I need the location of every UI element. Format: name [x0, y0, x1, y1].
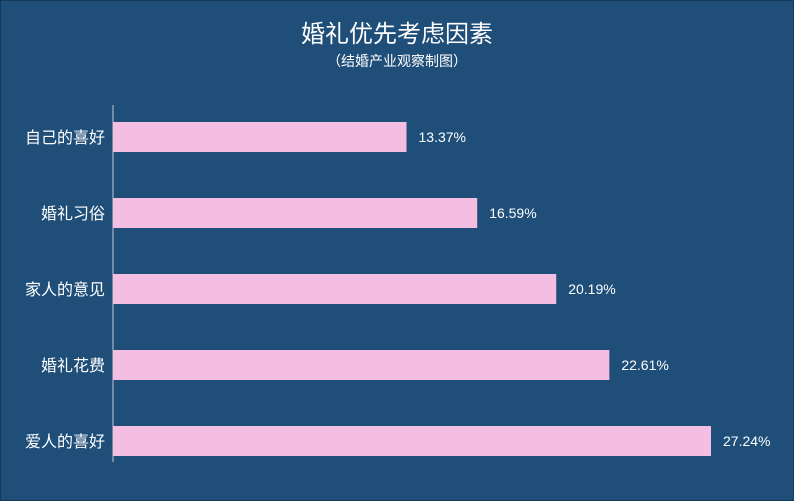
bar: [113, 122, 407, 152]
value-label: 13.37%: [419, 129, 466, 145]
bar: [113, 350, 610, 380]
value-label: 27.24%: [723, 433, 770, 449]
category-label: 爱人的喜好: [25, 432, 105, 451]
bar: [113, 426, 711, 456]
bars-layer: 自己的喜好 13.37% 婚礼习俗 16.59% 家人的意见 20.19% 婚礼花费 22.6…: [25, 122, 770, 456]
category-label: 家人的意见: [25, 280, 105, 299]
chart-subtitle: （结婚产业观察制图）: [327, 53, 467, 70]
category-label: 自己的喜好: [25, 128, 105, 147]
category-label: 婚礼花费: [41, 356, 105, 375]
value-label: 16.59%: [489, 205, 536, 221]
category-label: 婚礼习俗: [41, 204, 105, 223]
chart-title: 婚礼优先考虑因素: [301, 20, 493, 48]
bar: [113, 198, 478, 228]
value-label: 22.61%: [621, 357, 668, 373]
bar: [113, 274, 557, 304]
value-label: 20.19%: [568, 281, 615, 297]
